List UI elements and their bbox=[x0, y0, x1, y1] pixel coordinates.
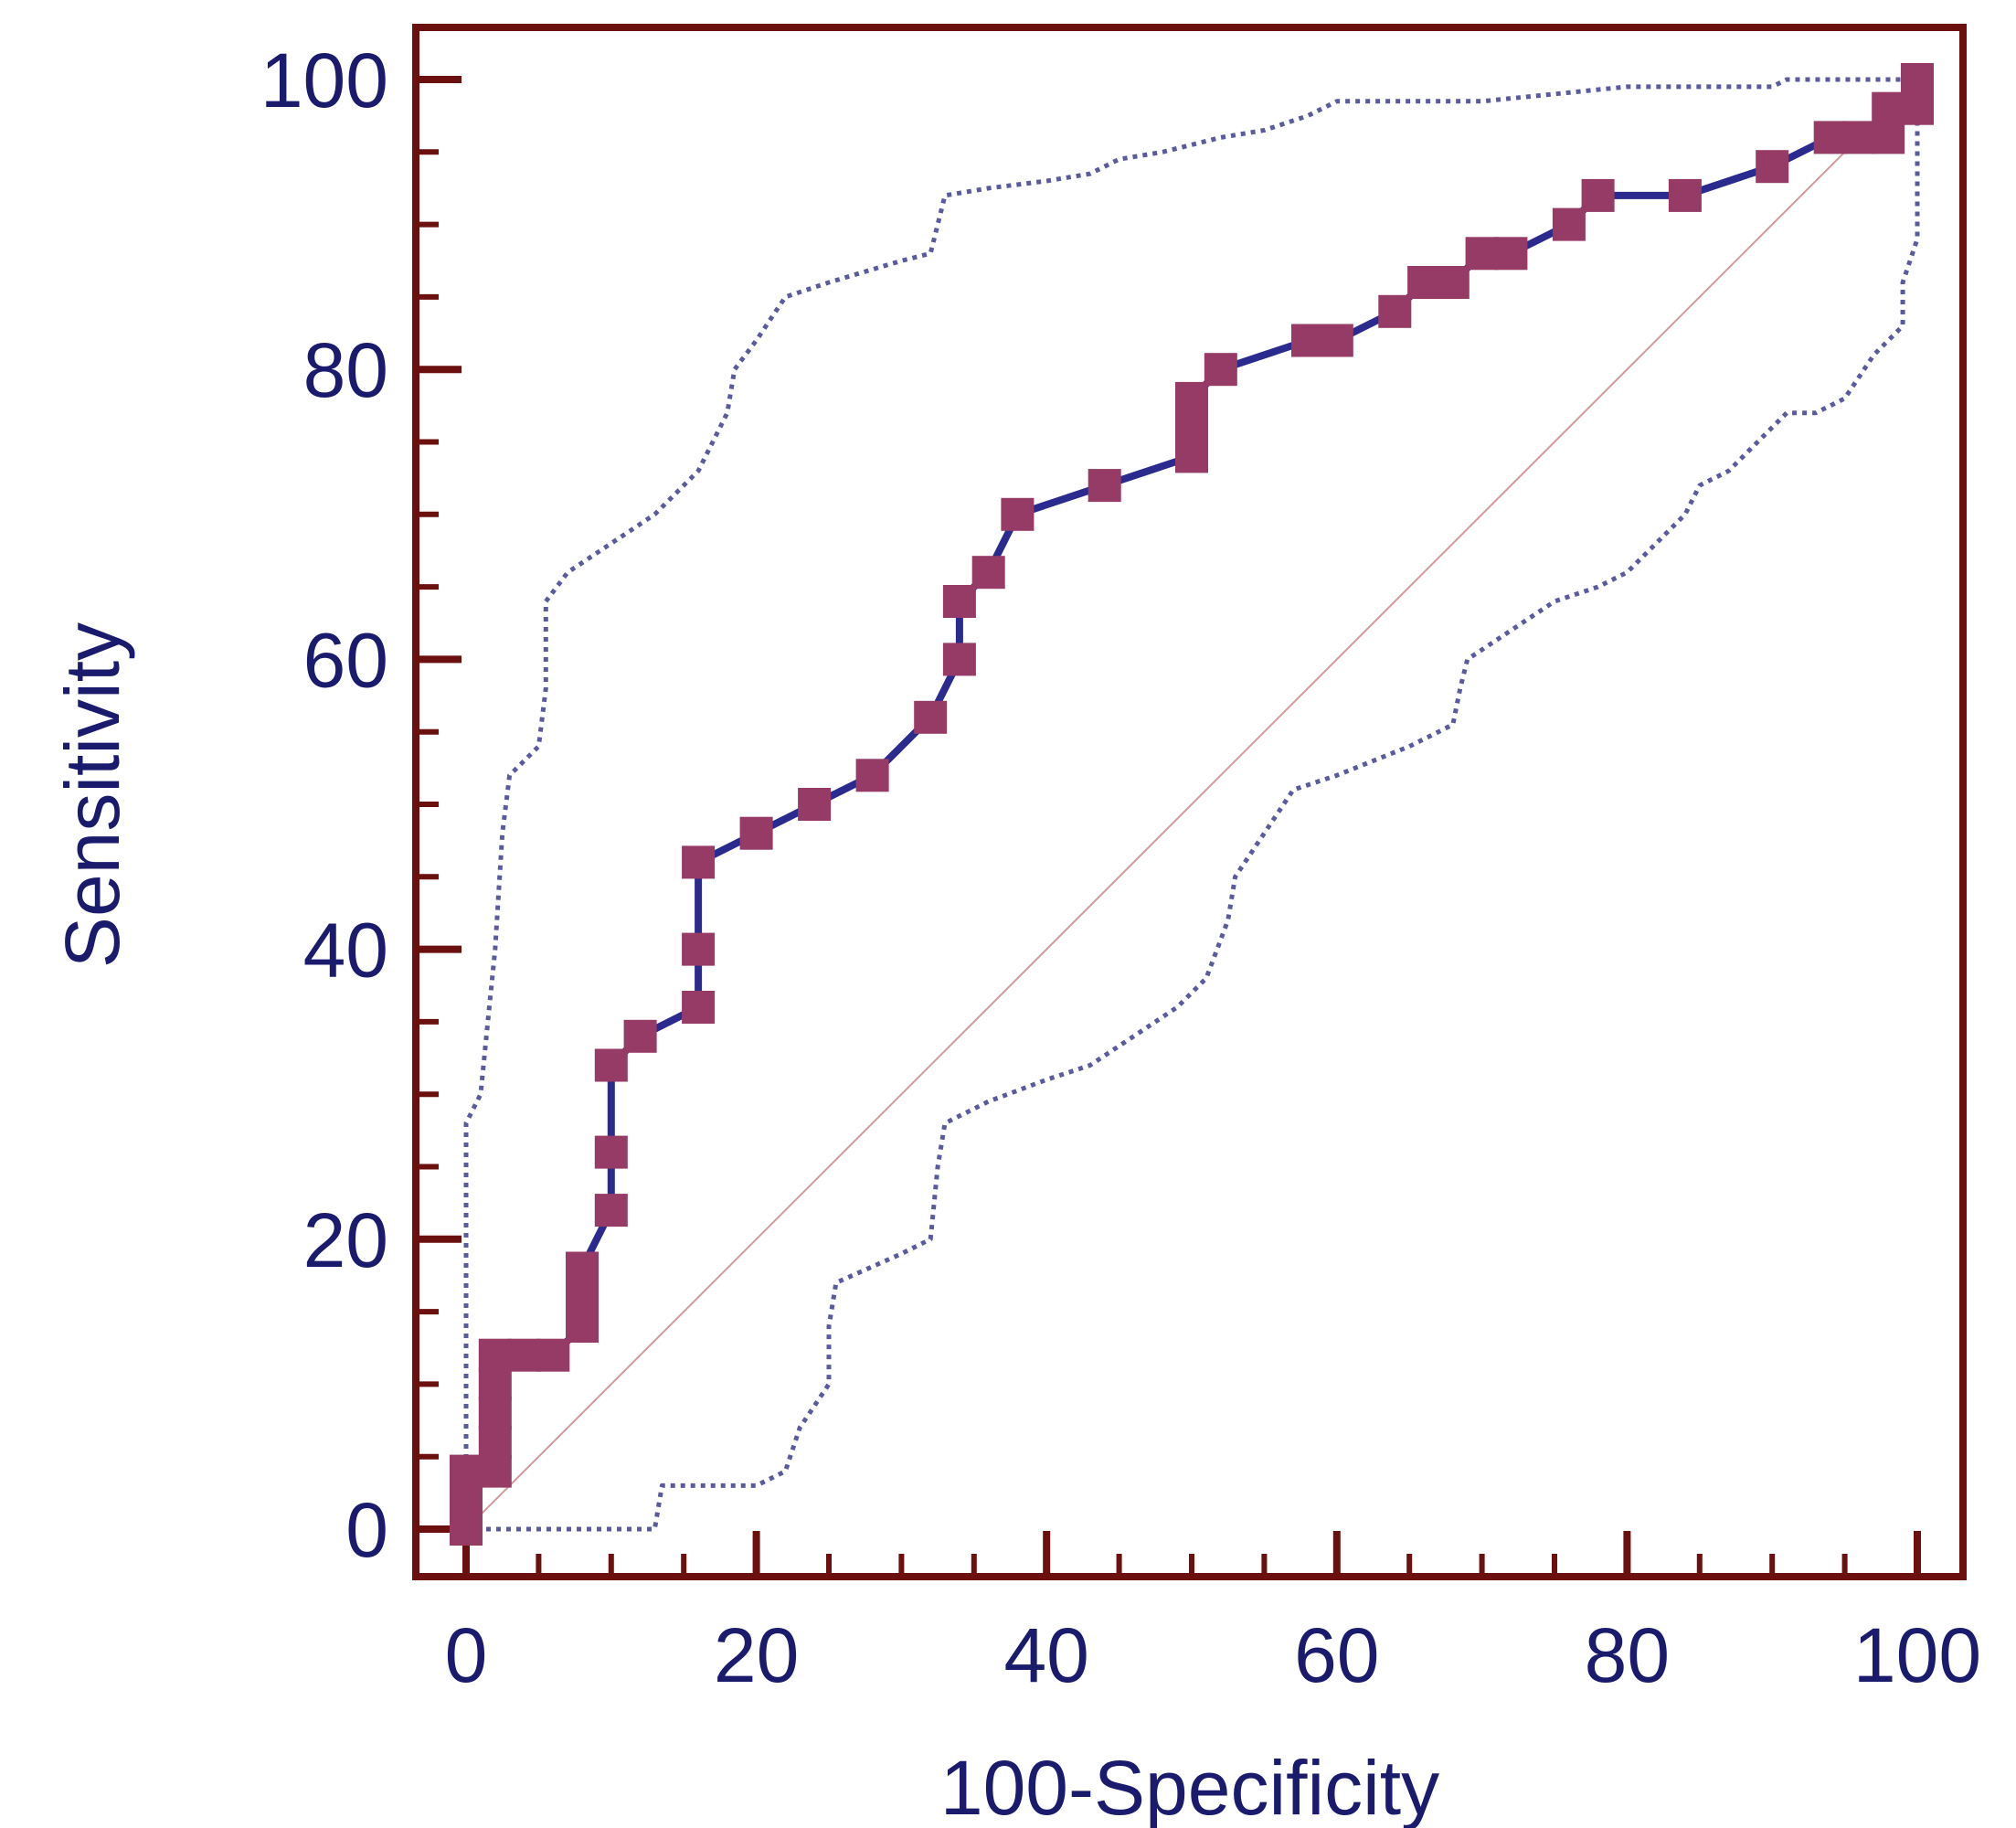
roc-point-marker bbox=[1320, 324, 1353, 357]
roc-point-marker bbox=[682, 845, 716, 879]
roc-point-marker bbox=[623, 1019, 657, 1053]
roc-point-marker bbox=[1581, 178, 1615, 212]
roc-point-marker bbox=[1378, 294, 1412, 328]
roc-point-marker bbox=[1872, 91, 1905, 125]
roc-point-marker bbox=[566, 1251, 599, 1285]
roc-point-marker bbox=[1407, 266, 1441, 299]
roc-point-marker bbox=[1291, 324, 1324, 357]
roc-point-marker bbox=[507, 1338, 541, 1372]
roc-point-marker bbox=[566, 1281, 599, 1314]
roc-point-marker bbox=[450, 1483, 483, 1517]
roc-point-marker bbox=[914, 700, 948, 734]
roc-point-marker bbox=[1204, 353, 1237, 387]
roc-point-marker bbox=[1756, 150, 1789, 184]
roc-point-marker bbox=[1872, 121, 1905, 154]
roc-point-marker bbox=[478, 1425, 512, 1459]
x-tick-label: 0 bbox=[445, 1612, 488, 1698]
roc-point-marker bbox=[1813, 121, 1847, 154]
y-tick-label: 80 bbox=[303, 327, 388, 413]
roc-point-marker bbox=[478, 1367, 512, 1401]
x-tick-label: 80 bbox=[1585, 1612, 1670, 1698]
plot-frame bbox=[412, 24, 1967, 1580]
series-layer bbox=[450, 63, 1934, 1546]
roc-point-marker bbox=[566, 1310, 599, 1343]
y-axis-title: Sensitivity bbox=[49, 622, 135, 968]
ci-lower-confidence-line bbox=[466, 80, 1920, 1532]
roc-point-marker bbox=[1668, 178, 1702, 212]
x-tick-label: 40 bbox=[1003, 1612, 1088, 1698]
roc-point-marker bbox=[1552, 207, 1586, 241]
roc-point-marker bbox=[1175, 410, 1208, 444]
roc-point-marker bbox=[1901, 91, 1934, 125]
y-tick-label: 60 bbox=[303, 617, 388, 703]
y-tick-label: 40 bbox=[303, 908, 388, 994]
roc-point-marker bbox=[594, 1135, 628, 1169]
roc-point-marker bbox=[594, 1048, 628, 1082]
x-tick-label: 20 bbox=[714, 1612, 799, 1698]
roc-point-marker bbox=[478, 1454, 512, 1488]
roc-point-marker bbox=[739, 816, 773, 850]
x-tick-label: 60 bbox=[1294, 1612, 1379, 1698]
x-tick-label: 100 bbox=[1853, 1612, 1981, 1698]
roc-point-marker bbox=[682, 932, 716, 966]
roc-point-marker bbox=[478, 1338, 512, 1372]
roc-point-marker bbox=[1465, 237, 1499, 271]
y-tick-label: 0 bbox=[345, 1487, 388, 1573]
roc-point-marker bbox=[1842, 121, 1876, 154]
roc-point-marker bbox=[942, 585, 976, 618]
roc-point-marker bbox=[594, 1194, 628, 1228]
roc-point-marker bbox=[450, 1513, 483, 1546]
roc-point-marker bbox=[478, 1397, 512, 1430]
roc-point-marker bbox=[1175, 440, 1208, 473]
axis-labels: 100-Specificity Sensitivity bbox=[49, 622, 1439, 1828]
roc-point-marker bbox=[450, 1454, 483, 1488]
x-axis-title: 100-Specificity bbox=[940, 1745, 1439, 1828]
roc-point-marker bbox=[1901, 63, 1934, 96]
roc-point-marker bbox=[1436, 266, 1470, 299]
roc-point-marker bbox=[1494, 237, 1528, 271]
roc-point-marker bbox=[682, 991, 716, 1024]
roc-point-marker bbox=[1001, 497, 1035, 531]
axis-ticks: 0 20 40 60 80 100 0 20 40 60 80 100 bbox=[260, 37, 1981, 1698]
reference-diagonal-line bbox=[465, 79, 1918, 1530]
y-tick-label: 100 bbox=[260, 37, 388, 123]
roc-point-marker bbox=[1175, 381, 1208, 415]
roc-point-marker bbox=[798, 788, 832, 821]
roc-point-marker bbox=[942, 643, 976, 676]
roc-point-marker bbox=[1088, 469, 1121, 503]
ci-upper-confidence-line bbox=[463, 77, 1917, 1529]
roc-point-marker bbox=[855, 759, 889, 792]
roc-point-marker bbox=[536, 1338, 570, 1372]
roc-point-marker bbox=[971, 556, 1005, 590]
y-tick-label: 20 bbox=[303, 1197, 388, 1283]
